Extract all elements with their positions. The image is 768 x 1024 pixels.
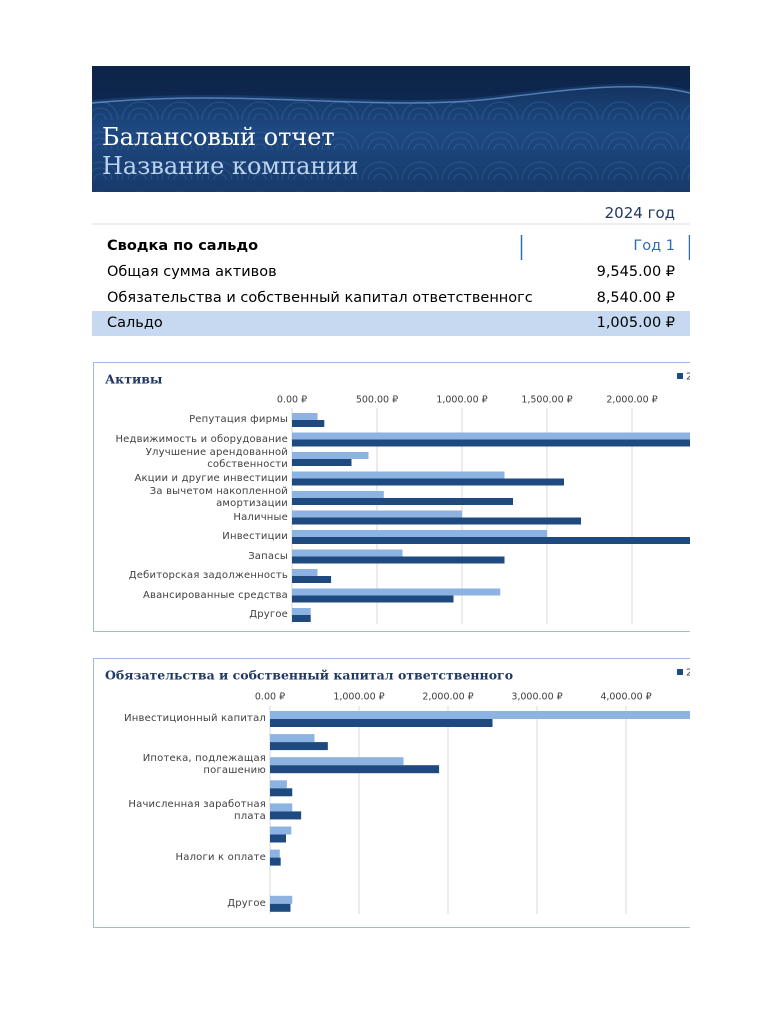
bar [292, 420, 325, 427]
bar [270, 719, 493, 727]
bar [292, 471, 505, 479]
bar [270, 849, 280, 858]
row-value: 1,005.00 ₽ [596, 315, 675, 331]
bar [292, 491, 384, 498]
bar [292, 478, 564, 486]
x-tick-label: 0.00 ₽ [277, 395, 307, 406]
chart-title: Активы [105, 372, 163, 387]
category-label: Улучшение арендованной собственности [145, 447, 288, 470]
legend-label: 2 [686, 372, 690, 383]
category-label: Наличные [233, 511, 288, 523]
category-label: Инвестиции [222, 531, 288, 542]
legend-swatch [677, 669, 683, 675]
row-label: Сальдо [107, 315, 163, 331]
bar [292, 530, 547, 537]
legend-label: 2 [686, 668, 690, 679]
category-label: Недвижимость и оборудование [115, 433, 288, 445]
bar [292, 608, 311, 615]
bar [270, 826, 292, 835]
bar [270, 903, 291, 912]
bar [292, 432, 690, 440]
bar [292, 556, 505, 564]
bar [292, 549, 403, 557]
bar [270, 857, 281, 866]
x-tick-label: 1,500.00 ₽ [521, 395, 572, 406]
bar [270, 780, 287, 789]
bar [292, 452, 369, 459]
bar [292, 588, 501, 596]
bar [270, 803, 293, 812]
bar [270, 895, 293, 904]
x-tick-label: 4,000.00 ₽ [600, 692, 651, 703]
page: Активы 0.00 ₽ 500.00 ₽ 1,000.00 ₽ 1,500.00 ₽… [91, 66, 690, 928]
x-tick-label: 0.00 ₽ [255, 692, 285, 703]
row-label: Обязательства и собственный капитал отве… [107, 289, 533, 306]
category-label: Другое [249, 609, 288, 620]
category-label: Репутация фирмы [189, 414, 288, 425]
category-label: Инвестиционный капитал [124, 713, 266, 724]
bar [292, 537, 690, 544]
x-tick-label: 5,000.00 ₽ [689, 692, 690, 703]
banner [91, 66, 690, 192]
chart-frame [93, 658, 690, 928]
bar [270, 742, 328, 751]
x-tick-label: 1,000.00 ₽ [436, 395, 487, 406]
bar [292, 595, 454, 603]
doc-title: Балансовый отчет [102, 123, 335, 151]
bar [292, 615, 311, 622]
bar [270, 788, 293, 797]
canvas: Активы 0.00 ₽ 500.00 ₽ 1,000.00 ₽ 1,500.00 ₽… [91, 66, 690, 928]
category-label: За вычетом накопленной амортизации [149, 486, 288, 509]
summary-column: Год 1 [633, 238, 675, 254]
bar [270, 757, 404, 766]
bar [292, 459, 352, 466]
x-tick-label: 2,000.00 ₽ [422, 692, 473, 703]
bar [270, 811, 302, 820]
chart-frame [93, 362, 690, 632]
bar [292, 498, 513, 505]
bar [292, 510, 462, 518]
bar [292, 439, 690, 447]
bar [270, 834, 287, 843]
row-value: 9,545.00 ₽ [596, 264, 675, 280]
bar [292, 517, 581, 525]
bar [292, 413, 318, 420]
bar [270, 765, 440, 774]
x-tick-label: 500.00 ₽ [356, 395, 398, 406]
row-label: Общая сумма активов [107, 264, 277, 280]
total-row-bg [92, 311, 690, 336]
x-tick-label: 2,000.00 ₽ [606, 395, 657, 406]
summary-title: Сводка по сальдо [107, 238, 259, 254]
bar [270, 711, 690, 719]
chart-title: Обязательства и собственный капитал отве… [105, 668, 513, 683]
category-label: Запасы [248, 550, 288, 562]
category-label: Начисленная заработная плата [128, 799, 266, 823]
bar [270, 734, 315, 743]
category-label: Налоги к оплате [175, 851, 266, 863]
doc-subtitle: Название компании [102, 152, 359, 180]
x-tick-label: 1,000.00 ₽ [333, 692, 384, 703]
row-value: 8,540.00 ₽ [596, 289, 675, 306]
year-label: 2024 год [604, 204, 675, 222]
category-label: Авансированные средства [142, 589, 288, 601]
category-label: Ипотека, подлежащая погашению [142, 753, 266, 777]
x-tick-label: 3,000.00 ₽ [511, 692, 562, 703]
bar [292, 576, 332, 583]
bar [292, 569, 318, 576]
category-label: Другое [227, 897, 266, 909]
category-label: Дебиторская задолженность [128, 570, 288, 581]
category-label: Акции и другие инвестиции [134, 472, 288, 484]
legend-swatch [677, 373, 683, 379]
